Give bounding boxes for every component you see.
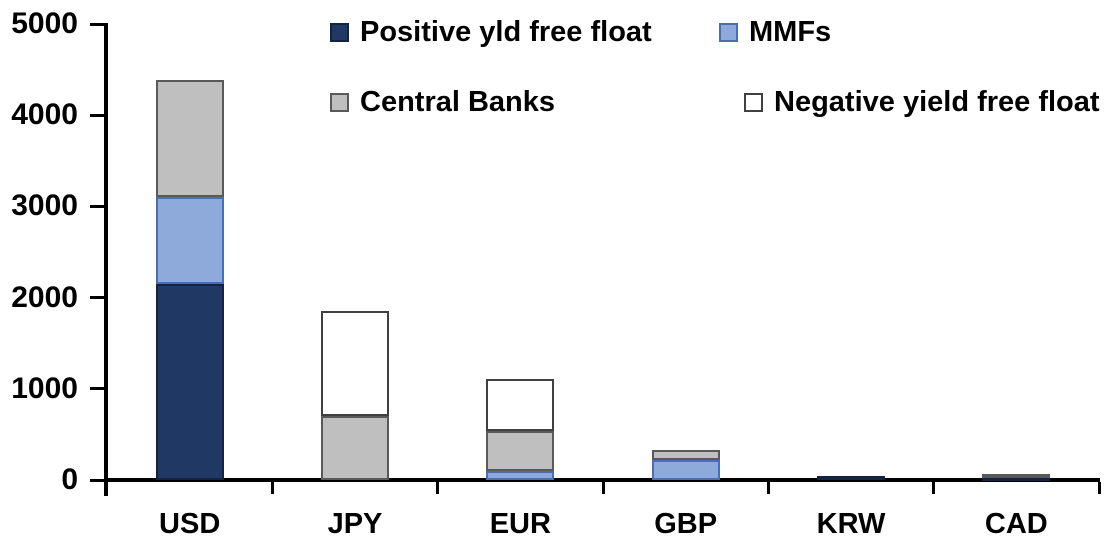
bar-segment-CAD-central-banks (982, 473, 1051, 478)
x-axis-line (104, 478, 1100, 482)
bar-segment-EUR-central-banks (486, 430, 555, 471)
legend-label-mmfs: MMFs (749, 16, 832, 48)
y-tick-1000 (90, 387, 107, 391)
y-tick-2000 (90, 296, 107, 300)
y-axis-label-3000: 3000 (11, 189, 78, 223)
bar-segment-USD-positive-yld-free-float (155, 283, 224, 480)
x-tick-6 (1097, 482, 1101, 494)
y-axis-line (104, 23, 108, 496)
y-tick-5000 (90, 22, 107, 26)
legend-item-positive-yld-free-float: Positive yld free float (330, 15, 652, 49)
y-tick-4000 (90, 113, 107, 117)
legend-item-central-banks: Central Banks (330, 85, 555, 119)
x-tick-5 (932, 482, 936, 494)
legend-swatch-central-banks-icon (330, 92, 349, 112)
x-axis-label-EUR: EUR (489, 508, 551, 540)
legend-swatch-negative-yield-free-float-icon (744, 92, 763, 112)
bar-segment-USD-mmfs (155, 197, 224, 284)
y-axis-label-0: 0 (61, 463, 78, 496)
bar-segment-KRW-positive-yld-free-float (817, 476, 885, 481)
x-axis-label-USD: USD (159, 508, 221, 540)
y-axis-label-4000: 4000 (11, 98, 78, 132)
bar-segment-USD-central-banks (155, 79, 224, 198)
legend-label-positive-yld-free-float: Positive yld free float (360, 16, 652, 48)
bar-segment-CAD-positive-yld-free-float (982, 477, 1051, 482)
y-axis-label-1000: 1000 (11, 371, 78, 405)
x-tick-4 (766, 482, 770, 494)
bar-segment-JPY-central-banks (321, 416, 389, 480)
legend-swatch-positive-yld-free-float-icon (330, 22, 349, 42)
x-tick-3 (601, 482, 605, 494)
y-tick-3000 (90, 204, 107, 208)
x-axis-label-GBP: GBP (654, 508, 718, 540)
x-axis-label-KRW: KRW (816, 508, 886, 540)
bar-segment-JPY-negative-yield-free-float (321, 311, 389, 417)
x-tick-1 (270, 482, 274, 494)
legend-label-negative-yield-free-float: Negative yield free float (774, 86, 1100, 118)
x-axis-label-CAD: CAD (984, 508, 1048, 540)
y-axis-label-2000: 2000 (11, 280, 78, 314)
legend-label-central-banks: Central Banks (360, 86, 556, 118)
y-tick-0 (90, 478, 107, 482)
x-axis-label-JPY: JPY (327, 508, 383, 540)
bar-segment-EUR-mmfs (486, 470, 555, 480)
y-axis-label-5000: 5000 (11, 7, 78, 40)
legend-item-mmfs: MMFs (719, 15, 831, 49)
x-tick-2 (436, 482, 440, 494)
bar-segment-GBP-central-banks (651, 450, 720, 461)
legend-item-negative-yield-free-float: Negative yield free float (744, 85, 1100, 119)
legend-swatch-mmfs-icon (719, 22, 738, 42)
bar-segment-EUR-negative-yield-free-float (486, 378, 555, 431)
bar-segment-GBP-mmfs (651, 460, 720, 480)
